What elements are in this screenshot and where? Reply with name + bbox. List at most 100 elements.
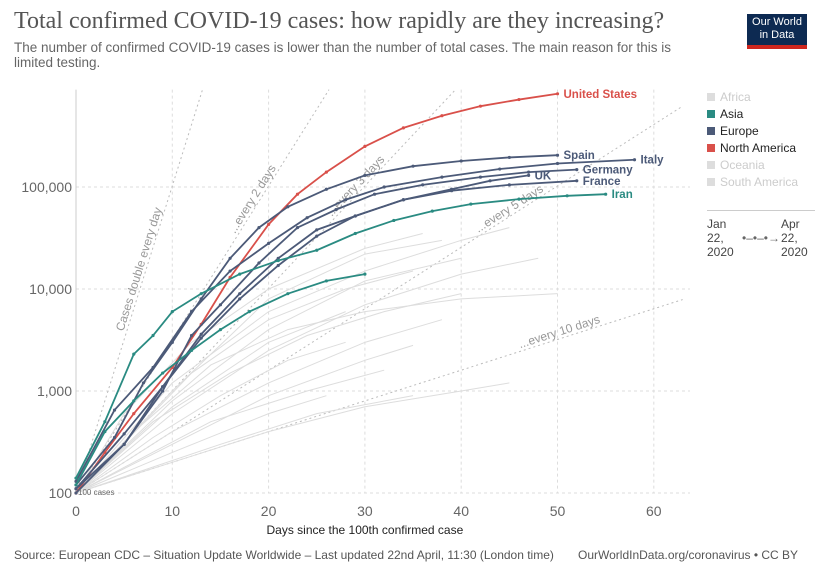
- data-point: [238, 297, 242, 301]
- data-point: [604, 192, 608, 196]
- data-point: [440, 175, 444, 179]
- timeline-slider-icon[interactable]: •–•–•→: [742, 231, 780, 245]
- data-point: [315, 228, 319, 232]
- data-point: [469, 202, 473, 206]
- data-point: [498, 167, 502, 171]
- background-country-line: [75, 341, 346, 494]
- data-point: [363, 173, 367, 177]
- data-point: [132, 412, 136, 416]
- reference-line-label: ...every 2 days: [226, 162, 279, 236]
- legend-item-south-america[interactable]: South America: [707, 173, 798, 190]
- data-point: [122, 442, 126, 446]
- legend-item-europe[interactable]: Europe: [707, 122, 798, 139]
- data-point: [324, 279, 328, 283]
- series-label: United States: [564, 89, 638, 101]
- legend-label: North America: [720, 140, 797, 155]
- data-point: [392, 218, 396, 223]
- y-tick-label: 1,000: [37, 383, 72, 399]
- data-point: [478, 175, 483, 179]
- legend-label: South America: [720, 174, 799, 189]
- series-label: UK: [535, 170, 552, 182]
- data-point: [507, 155, 511, 160]
- data-point: [565, 194, 569, 198]
- timeline-end[interactable]: Apr 22, 2020: [780, 217, 808, 259]
- legend-swatch: [707, 92, 715, 101]
- legend-label: Europe: [720, 123, 759, 138]
- background-country-line: [75, 382, 510, 494]
- data-point: [488, 179, 492, 183]
- legend-swatch: [707, 109, 715, 118]
- data-point: [276, 256, 280, 260]
- data-point: [199, 336, 203, 340]
- data-point: [507, 183, 511, 187]
- legend-item-africa[interactable]: Africa: [707, 88, 798, 105]
- data-point: [632, 158, 637, 162]
- background-country-line: [75, 395, 414, 494]
- background-country-line: [75, 395, 327, 494]
- data-point: [363, 272, 367, 276]
- data-point: [122, 432, 126, 436]
- background-country-line: [75, 369, 385, 494]
- data-point: [267, 241, 271, 245]
- data-point: [112, 408, 117, 412]
- data-point: [161, 385, 165, 389]
- data-point: [295, 225, 300, 230]
- y-tick-label: 100: [49, 485, 73, 501]
- legend-swatch: [707, 177, 715, 186]
- x-tick-label: 50: [550, 503, 566, 519]
- data-point: [112, 435, 117, 440]
- data-point: [74, 487, 78, 491]
- data-point: [141, 381, 146, 385]
- background-country-line: [75, 257, 462, 494]
- chart-title: Total confirmed COVID-19 cases: how rapi…: [14, 8, 665, 34]
- data-point: [353, 214, 357, 218]
- data-point: [305, 216, 309, 220]
- x-tick-label: 0: [72, 503, 80, 519]
- x-tick-label: 40: [453, 503, 469, 519]
- reference-line-2-days: [75, 89, 330, 494]
- data-point: [295, 192, 300, 196]
- data-point: [315, 248, 319, 252]
- series-label: Iran: [612, 189, 633, 201]
- data-point: [411, 164, 415, 168]
- legend-item-north-america[interactable]: North America: [707, 139, 798, 156]
- data-point: [189, 348, 194, 353]
- background-country-line: [75, 319, 443, 494]
- data-point: [257, 261, 261, 265]
- data-point: [334, 208, 338, 212]
- start-label: 100 cases: [78, 488, 114, 497]
- legend-label: Africa: [720, 89, 751, 104]
- data-point: [132, 399, 136, 403]
- data-point: [170, 310, 174, 314]
- legend-item-asia[interactable]: Asia: [707, 105, 798, 122]
- data-point: [161, 389, 165, 393]
- credit-link[interactable]: OurWorldInData.org/coronavirus • CC BY: [578, 548, 799, 562]
- timeline-start[interactable]: Jan 22, 2020: [707, 217, 734, 259]
- data-point: [449, 187, 454, 191]
- series-line-france: [75, 179, 577, 494]
- legend-label: Oceania: [720, 157, 765, 172]
- background-country-line: [75, 257, 539, 494]
- data-point: [74, 476, 78, 480]
- data-point: [430, 209, 434, 213]
- data-point: [161, 371, 165, 375]
- data-point: [218, 303, 223, 307]
- series-label: Germany: [583, 165, 633, 177]
- data-point: [555, 161, 560, 166]
- background-country-line: [75, 233, 423, 494]
- timeline-control[interactable]: Jan 22, 2020 •–•–•→ Apr 22, 2020: [707, 210, 815, 259]
- data-point: [189, 333, 194, 338]
- data-point: [286, 292, 290, 296]
- data-point: [74, 483, 78, 487]
- owid-logo[interactable]: Our World in Data: [747, 14, 807, 49]
- data-point: [199, 332, 203, 336]
- data-point: [555, 92, 560, 96]
- data-point: [267, 222, 271, 226]
- data-point: [189, 310, 194, 314]
- legend-swatch: [707, 160, 715, 169]
- legend-swatch: [707, 143, 715, 152]
- data-point: [527, 170, 531, 174]
- legend-item-oceania[interactable]: Oceania: [707, 156, 798, 173]
